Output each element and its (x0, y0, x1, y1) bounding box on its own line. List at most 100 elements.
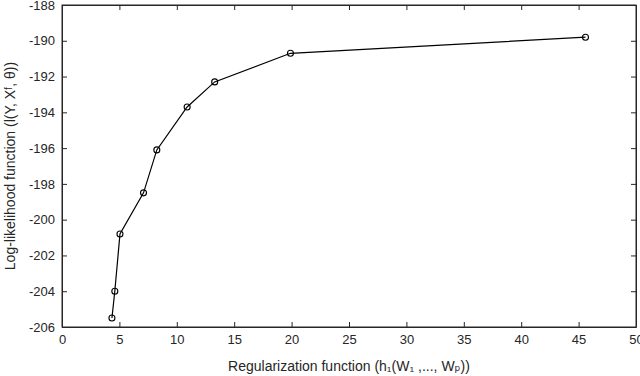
tick-label: 30 (400, 332, 414, 347)
tick-label: 0 (59, 332, 66, 347)
tick (631, 148, 636, 149)
tick-label: -192 (29, 69, 55, 84)
tick-mark (406, 322, 407, 327)
tick-mark (234, 5, 235, 10)
tick-mark (464, 5, 465, 10)
tick: 35 (457, 322, 471, 347)
tick-mark (521, 322, 522, 327)
tick-mark (62, 255, 67, 256)
tick-mark (349, 322, 350, 327)
marker (112, 288, 118, 294)
tick-label: 40 (514, 332, 528, 347)
marker (154, 147, 160, 153)
tick-label: 20 (285, 332, 299, 347)
tick: -196 (29, 141, 67, 156)
x-axis-top (63, 5, 637, 10)
tick (292, 5, 293, 10)
tick-label: 25 (342, 332, 356, 347)
tick-mark (631, 220, 636, 221)
tick: 5 (116, 322, 123, 347)
tick-mark (62, 291, 67, 292)
tick-label: -200 (29, 212, 55, 227)
tick (119, 5, 120, 10)
tick-label: -194 (29, 105, 55, 120)
tick-label: 35 (457, 332, 471, 347)
tick (406, 5, 407, 10)
tick (464, 5, 465, 10)
tick-mark (292, 5, 293, 10)
tick (177, 5, 178, 10)
tick (631, 77, 636, 78)
marker (582, 34, 588, 40)
tick-label: 15 (227, 332, 241, 347)
tick (631, 220, 636, 221)
tick: -198 (29, 177, 67, 192)
tick-mark (631, 77, 636, 78)
tick-mark (234, 322, 235, 327)
tick-mark (631, 41, 636, 42)
tick-mark (579, 322, 580, 327)
tick-mark (62, 77, 67, 78)
marker (141, 190, 147, 196)
tick-mark (631, 112, 636, 113)
chart: 0 5 10 15 20 25 30 35 40 45 50 -206 -204 -202 -200 -198… (0, 0, 640, 376)
tick: 40 (514, 322, 528, 347)
tick-mark (119, 5, 120, 10)
tick-mark (631, 291, 636, 292)
tick-label: 5 (116, 332, 123, 347)
tick: -202 (29, 248, 67, 263)
plot-frame (62, 5, 636, 327)
tick (631, 255, 636, 256)
tick-mark (406, 5, 407, 10)
data-layer (109, 34, 589, 321)
marker (109, 315, 115, 321)
tick-label: -188 (29, 0, 55, 13)
tick-mark (349, 5, 350, 10)
tick: 50 (629, 322, 640, 347)
tick (631, 112, 636, 113)
tick: 10 (170, 322, 184, 347)
tick-mark (62, 184, 67, 185)
tick-mark (579, 5, 580, 10)
marker (212, 79, 218, 85)
tick-mark (631, 148, 636, 149)
tick-mark (62, 41, 67, 42)
tick-mark (631, 184, 636, 185)
tick: -200 (29, 212, 67, 227)
tick-label: -198 (29, 177, 55, 192)
tick: 45 (572, 322, 586, 347)
x-axis-title: Regularization function (h₁(W₁ ,..., Wₚ)… (228, 358, 470, 374)
tick: -194 (29, 105, 67, 120)
tick-label: 45 (572, 332, 586, 347)
tick (631, 291, 636, 292)
y-axis-title: Log-likelihood function (l(Y, Xᶠ, θ)) (2, 62, 18, 270)
tick-label: -206 (29, 320, 55, 335)
tick-mark (119, 322, 120, 327)
tick (631, 184, 636, 185)
tick: -188 (29, 0, 67, 13)
tick-label: -190 (29, 33, 55, 48)
plot-area: 0 5 10 15 20 25 30 35 40 45 50 -206 -204 -202 -200 -198… (29, 0, 640, 347)
marker (184, 104, 190, 110)
tick-mark (62, 148, 67, 149)
tick-mark (62, 112, 67, 113)
tick-label: 10 (170, 332, 184, 347)
tick: -204 (29, 284, 67, 299)
tick (579, 5, 580, 10)
tick: -192 (29, 69, 67, 84)
tick-label: -196 (29, 141, 55, 156)
series-line (112, 37, 586, 318)
tick-mark (177, 5, 178, 10)
tick-mark (631, 255, 636, 256)
marker (287, 50, 293, 56)
tick: -206 (29, 320, 67, 335)
tick-label: 50 (629, 332, 640, 347)
tick (521, 5, 522, 10)
tick-mark (177, 322, 178, 327)
tick-label: -202 (29, 248, 55, 263)
tick-mark (292, 322, 293, 327)
x-axis: 0 5 10 15 20 25 30 35 40 45 50 (59, 322, 640, 347)
tick (631, 41, 636, 42)
y-axis: -206 -204 -202 -200 -198 -196 -194 -192 -190 -188 (29, 0, 67, 335)
marker (117, 231, 123, 237)
